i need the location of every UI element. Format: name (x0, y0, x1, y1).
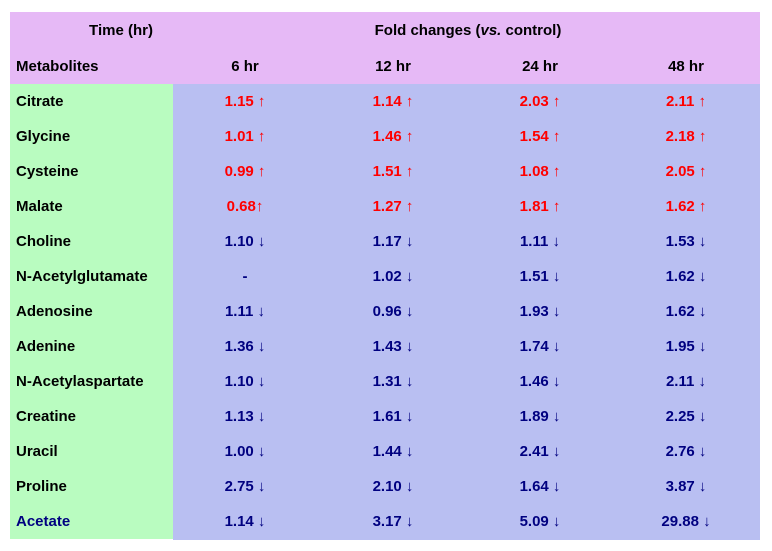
header-row (10, 48, 760, 84)
fold-change: 1.10 ↓ (224, 373, 266, 390)
fold-change: 2.05 ↑ (665, 163, 707, 180)
metabolite-name: Adenine (10, 329, 173, 364)
fold-change: 1.95 ↓ (665, 338, 707, 355)
fold-italic: vs. (480, 22, 502, 39)
fold-change: 2.11 ↑ (665, 93, 707, 110)
fold-change: 0.68↑ (226, 198, 264, 215)
fold-change: 1.89 ↓ (519, 408, 561, 425)
fold-change: 1.51 ↑ (372, 163, 414, 180)
fold-change: 3.17 ↓ (372, 513, 414, 530)
column-header: 48 hr (668, 58, 704, 75)
fold-change: - (242, 268, 248, 285)
fold-text: control) (501, 22, 562, 39)
fold-change: 1.54 ↑ (519, 128, 561, 145)
fold-change: 1.08 ↑ (519, 163, 561, 180)
fold-change: 2.11 ↓ (665, 373, 707, 390)
column-header: 6 hr (231, 58, 259, 75)
column-header: 12 hr (375, 58, 411, 75)
fold-change: 29.88 ↓ (661, 513, 711, 530)
column-header: 24 hr (522, 58, 558, 75)
fold-text: Fold changes ( (374, 22, 481, 39)
fold-change: 1.01 ↑ (224, 128, 266, 145)
fold-change: 0.96 ↓ (372, 303, 414, 320)
header-row (10, 12, 760, 48)
fold-change: 1.43 ↓ (372, 338, 414, 355)
fold-change: 1.11 ↓ (519, 233, 561, 250)
metabolite-name: Acetate (10, 504, 173, 539)
fold-change: 0.99 ↑ (224, 163, 266, 180)
fold-change: 1.93 ↓ (519, 303, 561, 320)
metabolite-name: Uracil (10, 434, 173, 469)
fold-change: 3.87 ↓ (665, 478, 707, 495)
metabolite-name: Glycine (10, 119, 173, 154)
fold-change: 1.46 ↓ (519, 373, 561, 390)
fold-change: 1.36 ↓ (224, 338, 266, 355)
metabolite-name: Citrate (10, 84, 173, 119)
fold-change: 1.31 ↓ (372, 373, 414, 390)
fold-change: 1.74 ↓ (519, 338, 561, 355)
fold-change: 1.10 ↓ (224, 233, 266, 250)
fold-change: 1.51 ↓ (519, 268, 561, 285)
fold-change: 2.25 ↓ (665, 408, 707, 425)
metabolite-name: Adenosine (10, 294, 173, 329)
fold-change: 1.14 ↓ (224, 513, 266, 530)
fold-change: 1.11 ↓ (224, 303, 266, 320)
fold-change: 1.61 ↓ (372, 408, 414, 425)
fold-change: 1.62 ↓ (665, 268, 707, 285)
metabolite-name: Creatine (10, 399, 173, 434)
metabolite-name: Proline (10, 469, 173, 504)
metabolite-name: Cysteine (10, 154, 173, 189)
fold-change: 1.62 ↑ (665, 198, 707, 215)
fold-change: 1.15 ↑ (224, 93, 266, 110)
fold-change: 1.00 ↓ (224, 443, 266, 460)
fold-change: 1.62 ↓ (665, 303, 707, 320)
fold-change: 5.09 ↓ (519, 513, 561, 530)
fold-change: 2.41 ↓ (519, 443, 561, 460)
metabolite-name: Choline (10, 224, 173, 259)
fold-change: 1.17 ↓ (372, 233, 414, 250)
values-area (173, 84, 760, 540)
fold-change: 2.75 ↓ (224, 478, 266, 495)
fold-change: 2.03 ↑ (519, 93, 561, 110)
time-header: Time (hr) (89, 22, 153, 39)
fold-change: 1.81 ↑ (519, 198, 561, 215)
fold-change: 1.64 ↓ (519, 478, 561, 495)
fold-change: 1.53 ↓ (665, 233, 707, 250)
metabolite-name: N-Acetylaspartate (10, 364, 173, 399)
fold-change: 2.76 ↓ (665, 443, 707, 460)
fold-change: 1.44 ↓ (372, 443, 414, 460)
fold-change: 2.18 ↑ (665, 128, 707, 145)
fold-change: 2.10 ↓ (372, 478, 414, 495)
fold-change: 1.02 ↓ (372, 268, 414, 285)
metabolite-name: N-Acetylglutamate (10, 259, 173, 294)
fold-change: 1.14 ↑ (372, 93, 414, 110)
fold-change: 1.13 ↓ (224, 408, 266, 425)
metabolites-header: Metabolites (16, 58, 99, 75)
table: Time (hr) Fold changes (vs. control) Met… (10, 12, 760, 540)
fold-header: Fold changes (vs. control) (260, 13, 676, 48)
fold-change: 1.27 ↑ (372, 198, 414, 215)
metabolite-name: Malate (10, 189, 173, 224)
fold-change: 1.46 ↑ (372, 128, 414, 145)
